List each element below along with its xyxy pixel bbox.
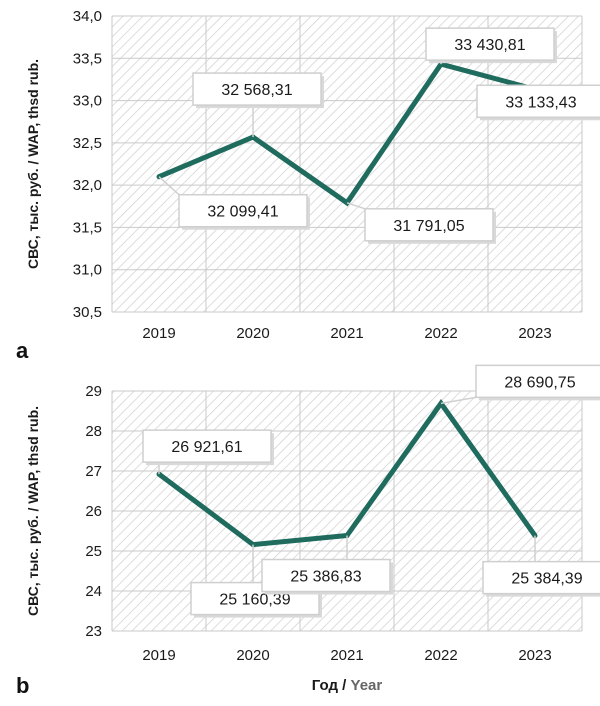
data-label-callout: 32 099,41 — [158, 176, 310, 230]
y-axis-title-ru-a: СВС, тыс. руб. / — [25, 157, 41, 269]
panel-letter-a: a — [16, 338, 29, 363]
y-tick-label: 26 — [85, 503, 102, 520]
y-axis-title-ru-b: СВС, тыс. руб. / — [25, 504, 41, 616]
y-tick-label: 29 — [85, 383, 102, 400]
y-tick-labels-a: 30,5 31,0 31,5 32,0 32,5 33,0 33,5 34,0 — [73, 8, 102, 321]
x-tick-label: 2019 — [142, 325, 175, 342]
x-tick-label: 2023 — [518, 647, 551, 664]
x-axis-title-b: Год / Year — [312, 677, 383, 694]
x-tick-label: 2020 — [236, 647, 269, 664]
y-axis-title-b: СВС, тыс. руб. / WAP, thsd rub. — [25, 406, 41, 616]
x-tick-label: 2021 — [330, 647, 363, 664]
callout-box — [482, 560, 600, 595]
y-tick-label: 24 — [85, 583, 102, 600]
callout-box — [192, 72, 322, 106]
callout-box — [261, 558, 391, 593]
data-label: 26 921,61 — [171, 439, 242, 456]
data-label: 32 568,31 — [221, 82, 292, 99]
y-tick-labels-b: 23 24 25 26 27 28 29 — [85, 383, 102, 640]
data-label: 28 690,75 — [504, 374, 575, 391]
callout-box — [476, 84, 600, 119]
y-axis-title-en-a: WAP, thsd rub. — [25, 59, 41, 157]
data-label-callout: 28 690,75 — [440, 364, 600, 405]
x-tick-label: 2020 — [236, 325, 269, 342]
y-axis-title-a: СВС, тыс. руб. / WAP, thsd rub. — [25, 59, 41, 269]
x-axis-title-en-b: Year — [351, 677, 383, 694]
y-tick-label: 25 — [85, 543, 102, 560]
y-axis-title-en-b: WAP, thsd rub. — [25, 406, 41, 504]
x-tick-label: 2019 — [142, 647, 175, 664]
data-label-callout: 26 921,61 — [142, 429, 274, 475]
callout-leader — [346, 202, 366, 210]
y-tick-label: 30,5 — [73, 304, 102, 321]
x-tick-label: 2022 — [424, 647, 457, 664]
y-tick-label: 32,5 — [73, 135, 102, 152]
y-tick-label: 27 — [85, 463, 102, 480]
data-label-callout: 33 133,43 — [476, 84, 600, 121]
data-label: 33 133,43 — [505, 94, 576, 111]
callout-leader — [158, 176, 180, 196]
y-tick-label: 31,0 — [73, 262, 102, 279]
data-label: 33 430,81 — [454, 37, 525, 54]
y-tick-label: 23 — [85, 623, 102, 640]
y-tick-label: 28 — [85, 423, 102, 440]
data-label: 25 160,39 — [219, 592, 290, 609]
x-axis-title-ru-b: Год / — [312, 677, 351, 694]
callout-box — [178, 193, 308, 228]
data-label-callout: 32 568,31 — [192, 72, 324, 138]
x-tick-label: 2023 — [518, 325, 551, 342]
y-tick-label: 33,0 — [73, 93, 102, 110]
chart-panel-a: 30,5 31,0 31,5 32,0 32,5 33,0 33,5 34,0 2019 202… — [16, 8, 600, 363]
callout-box — [190, 581, 320, 616]
data-label: 25 386,83 — [290, 569, 361, 586]
data-label-callout: 33 430,81 — [425, 27, 557, 65]
y-tick-label: 34,0 — [73, 8, 102, 25]
x-tick-label: 2021 — [330, 325, 363, 342]
data-label: 31 791,05 — [393, 218, 464, 235]
callout-box — [364, 208, 494, 242]
callout-box — [425, 27, 555, 61]
callout-leader — [440, 396, 477, 405]
data-labels-a: 32 099,41 32 568,31 31 791,05 33 430,81 33 1… — [158, 27, 600, 244]
callout-box — [142, 429, 272, 463]
chart-panel-b: 23 24 25 26 27 28 29 2019 2020 2021 2022 2023 26 9… — [16, 364, 600, 698]
x-tick-label: 2022 — [424, 325, 457, 342]
data-label-callout: 31 791,05 — [346, 202, 496, 244]
y-tick-label: 31,5 — [73, 219, 102, 236]
callout-box — [475, 364, 600, 399]
data-label: 25 384,39 — [511, 571, 582, 588]
y-tick-label: 32,0 — [73, 177, 102, 194]
data-label-callout: 25 386,83 — [261, 535, 393, 595]
data-label-callout: 25 384,39 — [482, 535, 600, 597]
x-tick-labels-b: 2019 2020 2021 2022 2023 — [142, 647, 551, 664]
data-label: 32 099,41 — [207, 204, 278, 221]
x-tick-labels-a: 2019 2020 2021 2022 2023 — [142, 325, 551, 342]
panel-letter-b: b — [16, 673, 29, 698]
y-tick-label: 33,5 — [73, 50, 102, 67]
